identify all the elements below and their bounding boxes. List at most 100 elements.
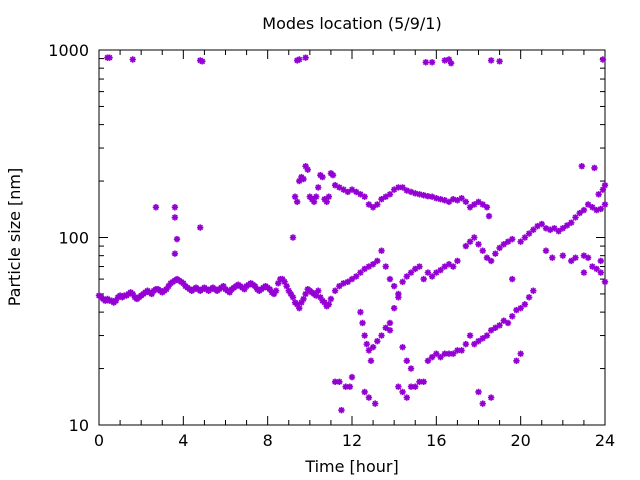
data-point — [483, 332, 491, 339]
data-point — [441, 57, 448, 64]
data-point — [348, 186, 356, 193]
data-point — [329, 171, 337, 179]
data-point — [568, 257, 575, 265]
data-point — [475, 337, 482, 345]
x-tick-label: 16 — [426, 431, 446, 450]
data-point — [407, 383, 415, 390]
data-point — [420, 192, 427, 199]
data-point — [197, 224, 204, 231]
data-point — [357, 308, 364, 316]
data-point — [509, 313, 516, 320]
data-points — [95, 54, 609, 414]
data-point — [357, 269, 364, 276]
data-point — [365, 347, 373, 354]
data-point — [479, 400, 486, 407]
data-point — [424, 269, 432, 276]
data-point — [450, 263, 457, 270]
data-point — [500, 317, 507, 324]
data-point — [395, 294, 402, 301]
data-point — [412, 265, 419, 273]
data-point — [344, 188, 351, 196]
data-point — [424, 357, 432, 364]
x-tick-label: 4 — [178, 431, 188, 450]
data-point — [399, 278, 406, 286]
data-point — [315, 184, 322, 191]
data-point — [382, 263, 389, 270]
data-point — [496, 322, 503, 329]
data-point — [572, 214, 579, 221]
data-point — [496, 58, 503, 65]
data-point — [593, 265, 600, 273]
data-point — [466, 332, 474, 339]
data-point — [437, 353, 444, 361]
data-point — [348, 373, 356, 381]
data-point — [504, 238, 512, 245]
data-point — [428, 353, 436, 361]
data-point — [285, 287, 292, 294]
data-point — [580, 269, 588, 276]
data-point — [485, 212, 493, 220]
y-tick-label: 100 — [58, 229, 89, 248]
data-point — [374, 337, 381, 345]
data-point — [266, 285, 273, 293]
data-point — [447, 60, 455, 67]
data-point — [487, 394, 495, 401]
data-point — [479, 247, 486, 254]
x-axis-label: Time [hour] — [304, 457, 398, 476]
data-point — [517, 304, 524, 312]
data-point — [399, 184, 406, 191]
data-point — [466, 204, 474, 211]
data-point — [300, 175, 307, 183]
data-point — [466, 238, 474, 245]
data-point — [593, 206, 600, 214]
data-point — [171, 250, 179, 257]
data-point — [458, 347, 465, 354]
data-point — [129, 56, 136, 63]
data-point — [559, 225, 567, 232]
data-point — [378, 247, 385, 254]
data-point — [323, 198, 330, 206]
data-point — [152, 204, 160, 211]
data-point — [580, 206, 588, 214]
data-point — [479, 201, 486, 208]
data-point — [437, 266, 444, 274]
data-point — [462, 198, 470, 206]
data-point — [348, 275, 356, 283]
data-point — [399, 343, 406, 351]
data-point — [226, 289, 233, 296]
data-point — [293, 301, 301, 308]
data-point — [428, 193, 436, 200]
data-point — [395, 383, 402, 390]
data-point — [331, 182, 339, 189]
data-point — [395, 184, 402, 191]
data-point — [454, 257, 461, 265]
data-point — [315, 287, 322, 294]
data-point — [165, 282, 172, 290]
data-point — [395, 290, 402, 298]
data-point — [496, 244, 503, 252]
data-point — [563, 222, 571, 229]
data-point — [433, 350, 440, 357]
data-point — [475, 241, 482, 248]
data-point — [321, 299, 328, 306]
data-point — [407, 365, 415, 372]
data-point — [353, 188, 360, 196]
data-point — [559, 252, 567, 259]
data-point — [572, 254, 579, 261]
data-point — [492, 324, 499, 331]
data-point — [471, 340, 478, 348]
data-point — [365, 394, 373, 401]
data-point — [390, 304, 398, 312]
data-point — [530, 226, 537, 233]
data-point — [521, 301, 529, 308]
data-point — [407, 188, 415, 196]
data-point — [399, 388, 406, 396]
data-point — [420, 378, 427, 385]
data-point — [293, 198, 301, 206]
data-point — [251, 282, 259, 290]
data-point — [441, 197, 448, 204]
data-point — [420, 275, 427, 283]
data-point — [289, 234, 297, 241]
data-point — [325, 301, 333, 308]
